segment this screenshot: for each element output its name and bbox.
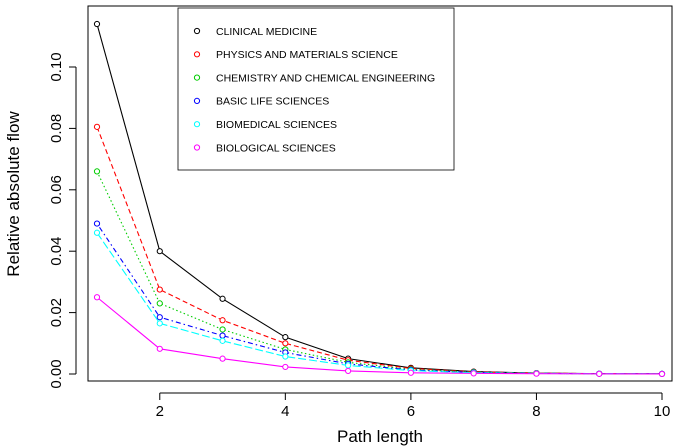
series-4-point-3 [219,337,226,344]
series-5-point-3 [219,355,226,362]
series-3-point-2 [156,314,163,321]
series-5-point-1 [93,294,101,301]
series-1-point-4 [282,340,289,347]
series-3-point-1 [93,220,101,227]
legend-label-3: BASIC LIFE SCIENCES [216,96,329,108]
x-tick-label-4: 4 [281,403,289,420]
legend-label-0: CLINICAL MEDICINE [216,26,317,38]
y-tick-label-5: 0.10 [48,52,65,81]
legend-marker-3 [193,97,201,105]
series-4-point-1 [93,229,101,236]
series-3 [93,220,666,377]
y-tick-label-0: 0.00 [48,359,65,388]
series-5-point-8 [533,370,540,377]
series-5-point-5 [345,367,352,375]
series-5-point-9 [596,370,603,377]
series-4-point-2 [156,320,163,327]
series-2 [93,168,666,377]
series-5-point-10 [658,370,666,378]
legend: CLINICAL MEDICINE PHYSICS AND MATERIALS S… [177,7,455,171]
series-1-point-1 [93,123,101,130]
y-tick-label-2: 0.04 [48,237,65,266]
series-0-point-2 [156,248,163,255]
series-layer [93,20,666,378]
series-3-point-3 [219,332,226,339]
series-1-point-2 [156,286,163,293]
series-5-point-4 [282,363,289,371]
legend-marker-2 [193,74,201,81]
series-line-2 [96,171,663,375]
legend-label-5: BIOLOGICAL SCIENCES [216,142,336,154]
legend-marker-1 [193,51,201,58]
legend-box [177,7,455,171]
series-2-point-1 [93,168,101,175]
legend-marker-4 [193,121,201,128]
series-4 [93,229,666,377]
legend-marker-0 [193,27,201,35]
series-1-point-3 [219,317,226,324]
series-0-point-3 [219,295,226,302]
axes: 2 4 6 8 10 0.00 0.02 0.04 0.06 0.08 0.10 [48,52,670,420]
x-tick-label-10: 10 [654,403,671,420]
series-4-point-4 [282,353,289,360]
x-tick-label-8: 8 [532,403,540,420]
y-tick-label-4: 0.08 [48,114,65,143]
series-4-point-5 [345,362,352,369]
series-line-3 [96,223,663,375]
series-0-point-1 [93,20,101,28]
series-5-point-6 [407,369,414,376]
series-5 [93,294,666,378]
series-5-point-7 [470,370,477,377]
series-line-5 [96,296,663,375]
legend-label-1: PHYSICS AND MATERIALS SCIENCE [216,49,398,61]
y-axis-title: Relative absolute flow [4,111,23,277]
x-axis-title: Path length [337,427,423,446]
y-tick-label-3: 0.06 [48,175,65,204]
x-tick-label-6: 6 [407,403,415,420]
plot-frame [87,5,673,382]
series-2-point-2 [156,300,163,307]
series-2-point-3 [219,326,226,333]
x-tick-label-2: 2 [156,403,164,420]
series-0-point-4 [282,334,289,341]
y-tick-label-1: 0.02 [48,298,65,327]
legend-label-4: BIOMEDICAL SCIENCES [216,119,337,131]
series-5-point-2 [156,345,163,352]
legend-marker-5 [193,144,201,151]
legend-label-2: CHEMISTRY AND CHEMICAL ENGINEERING [216,72,435,84]
